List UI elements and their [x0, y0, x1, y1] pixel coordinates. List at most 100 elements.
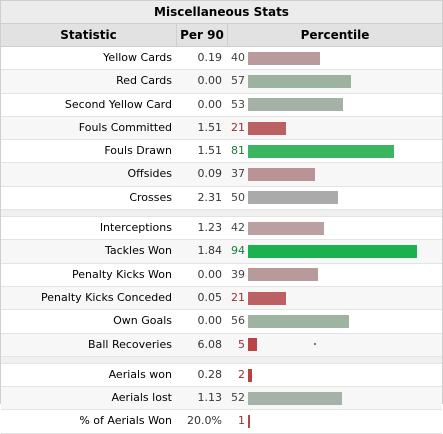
percentile-bar: [248, 144, 394, 158]
percentile-cell: 40: [226, 47, 442, 69]
per90-value: 0.28: [197, 367, 223, 381]
percentile-bar: [248, 338, 257, 352]
percentile-cell: 81: [226, 140, 442, 162]
percentile-value: 40: [231, 51, 245, 64]
percentile-cell: 5: [226, 334, 442, 356]
table-body: Yellow Cards 0.19 40 Red Cards 0.00 57 Second …: [1, 47, 442, 434]
percentile-bar: [248, 391, 342, 405]
percentile-value: 50: [231, 190, 245, 204]
per90-value: 1.23: [197, 221, 223, 235]
header-percentile[interactable]: Percentile: [300, 28, 370, 42]
percentile-cell: 21: [226, 117, 442, 139]
percentile-cell: 37: [226, 163, 442, 185]
percentile-value: 21: [231, 120, 245, 134]
per90-value: 1.51: [197, 120, 223, 134]
percentile-value: 5: [238, 337, 245, 351]
table-row: Aerials lost 1.13 52: [1, 387, 442, 411]
per90-value: 0.00: [197, 267, 223, 281]
table-row: Penalty Kicks Conceded 0.05 21: [1, 286, 442, 311]
percentile-cell: 56: [226, 310, 442, 332]
per90-value: 1.84: [197, 244, 223, 258]
table-row: Crosses 2.31 50: [1, 186, 442, 211]
stat-name: Second Yellow Card: [64, 97, 172, 111]
group-separator: [1, 356, 442, 364]
percentile-value: 1: [238, 414, 245, 428]
percentile-value: 42: [231, 221, 245, 235]
percentile-bar: [248, 291, 286, 305]
percentile-bar: [248, 191, 338, 205]
percentile-cell: 21: [226, 287, 442, 309]
percentile-bar: [248, 368, 252, 382]
per90-value: 0.05: [197, 290, 223, 304]
stat-name: Own Goals: [113, 314, 172, 328]
stat-name: Yellow Cards: [103, 51, 172, 64]
stat-name: Penalty Kicks Won: [72, 267, 172, 281]
stat-name: Interceptions: [99, 221, 172, 235]
table-row: % of Aerials Won 20.0% 1: [1, 410, 442, 434]
percentile-cell: 94: [226, 240, 442, 262]
percentile-bar: [248, 51, 320, 65]
stat-name: Fouls Committed: [78, 120, 172, 134]
table-row: Tackles Won 1.84 94: [1, 240, 442, 264]
stat-name: Aerials lost: [111, 391, 172, 405]
percentile-value: 56: [231, 314, 245, 328]
percentile-value: 53: [231, 97, 245, 111]
percentile-value: 57: [231, 74, 245, 88]
table-row: Fouls Drawn 1.51 81: [1, 140, 442, 164]
table-row: Interceptions 1.23 42: [1, 217, 442, 241]
percentile-bar: [248, 415, 250, 429]
percentile-cell: 39: [226, 264, 442, 286]
stat-name: Penalty Kicks Conceded: [41, 290, 172, 304]
percentile-bar: [248, 245, 417, 259]
per90-value: 1.13: [197, 391, 223, 405]
percentile-bar: [248, 98, 343, 112]
per90-value: 2.31: [197, 190, 223, 204]
percentile-bar: [248, 221, 324, 235]
stat-name: Aerials won: [108, 367, 172, 381]
percentile-bar: [248, 74, 351, 88]
stat-name: Red Cards: [116, 74, 172, 88]
table-row: Fouls Committed 1.51 21: [1, 116, 442, 141]
table-row: Own Goals 0.00 56: [1, 310, 442, 334]
percentile-cell: 42: [226, 217, 442, 239]
table-row: Yellow Cards 0.19 40: [1, 47, 442, 71]
header-statistic[interactable]: Statistic: [60, 28, 117, 42]
percentile-value: 52: [231, 391, 245, 405]
percentile-value: 37: [231, 167, 245, 181]
group-separator: [1, 210, 442, 218]
table-title: Miscellaneous Stats: [1, 1, 442, 24]
table-row: Second Yellow Card 0.00 53: [1, 93, 442, 117]
percentile-value: 2: [238, 367, 245, 381]
percentile-value: 21: [231, 290, 245, 304]
per90-value: 0.19: [197, 51, 223, 64]
stat-name: Fouls Drawn: [104, 144, 172, 158]
percentile-cell: 57: [226, 70, 442, 92]
percentile-bar: [248, 121, 286, 135]
per90-value: 6.08: [197, 337, 223, 351]
percentile-cell: 53: [226, 94, 442, 116]
percentile-value: 81: [231, 144, 245, 158]
percentile-value: 39: [231, 267, 245, 281]
stray-dot: [314, 343, 316, 345]
table-row: Offsides 0.09 37: [1, 163, 442, 187]
stat-name: Offsides: [127, 167, 172, 181]
per90-value: 0.00: [197, 97, 223, 111]
per90-value: 0.00: [197, 74, 223, 88]
stat-name: Tackles Won: [104, 244, 172, 258]
stat-name: Crosses: [129, 190, 172, 204]
percentile-cell: 1: [226, 410, 442, 432]
percentile-cell: 2: [226, 364, 442, 386]
percentile-cell: 52: [226, 387, 442, 409]
stat-name: % of Aerials Won: [79, 414, 172, 428]
table-row: Red Cards 0.00 57: [1, 70, 442, 94]
header-per90[interactable]: Per 90: [176, 24, 228, 46]
per90-value: 20.0%: [187, 414, 222, 428]
percentile-bar: [248, 168, 315, 182]
percentile-value: 94: [231, 244, 245, 258]
table-row: Penalty Kicks Won 0.00 39: [1, 263, 442, 287]
table-row: Ball Recoveries 6.08 5: [1, 333, 442, 357]
table-row: Aerials won 0.28 2: [1, 363, 442, 388]
per90-value: 0.00: [197, 314, 223, 328]
per90-value: 0.09: [197, 167, 223, 181]
